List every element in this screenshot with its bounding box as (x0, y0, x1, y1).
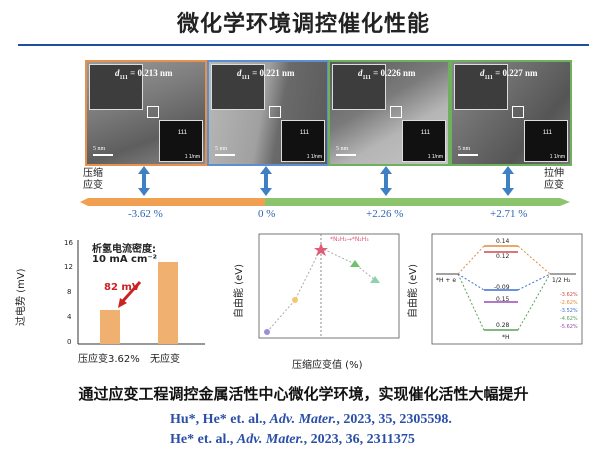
tem-panel-1: d111 = 0.213 nm 111 1 1/nm 5 nm (85, 60, 207, 166)
level-label-4: 0.15 (496, 296, 510, 303)
compressive-strain-label: 压缩 应变 (83, 168, 103, 191)
tem-panel-2: d111 = 0.221 nm 111 1 1/nm 5 nm (207, 60, 329, 166)
point-5 (370, 276, 380, 283)
fft-pattern (402, 120, 446, 162)
scatter-ylabel: 自由能 (eV) (234, 264, 245, 318)
arrow-4 (502, 166, 514, 196)
fft-scale-label: 1 1/nm (549, 154, 565, 160)
level-label-5: 0.28 (496, 322, 510, 329)
fft-index-label: 111 (542, 130, 552, 136)
tensile-bar (265, 198, 570, 206)
diagram-ylabel: 自由能 (eV) (408, 264, 419, 318)
title-divider (18, 44, 589, 46)
bar-chart-ylabel: 过电势 (mV) (16, 268, 27, 326)
tensile-strain-label: 拉伸 应变 (544, 168, 564, 191)
level-label-1: 0.14 (496, 238, 510, 245)
point-3 (314, 243, 328, 256)
strain-value-1: -3.62 % (128, 208, 163, 220)
point-2 (292, 297, 298, 303)
lattice-spacing-label: d111 = 0.221 nm (237, 68, 295, 81)
scale-bar (215, 154, 235, 156)
selection-box (390, 106, 402, 118)
tem-inset-image (454, 64, 508, 110)
scatter-legend: *N₂H₂→*N₂H₃ (330, 236, 369, 243)
ytick-4: 4 (67, 313, 72, 321)
fft-scale-label: 1 1/nm (184, 154, 200, 160)
selection-box (512, 106, 524, 118)
scale-bar (458, 154, 478, 156)
page-title: 微化学环境调控催化性能 (176, 12, 430, 37)
tem-inset-image (89, 64, 143, 110)
tem-inset-image (211, 64, 265, 110)
bar-chart-annotation-2: 10 mA cm⁻² (92, 254, 158, 265)
selection-box (269, 106, 281, 118)
ytick-8: 8 (67, 288, 72, 296)
level-label-2: 0.12 (496, 253, 510, 260)
point-4 (350, 260, 360, 267)
fft-index-label: 111 (177, 130, 187, 136)
diagram-legend-5: -5.62% (560, 324, 578, 330)
fft-pattern (159, 120, 203, 162)
diagram-legend-3: -3.52% (560, 308, 578, 314)
ytick-16: 16 (64, 239, 73, 247)
summary-text: 通过应变工程调控金属活性中心微化学环境，实现催化活性大幅提升 (78, 385, 529, 403)
overpotential-bar-chart (77, 240, 205, 345)
selection-box (147, 106, 159, 118)
bar-unstrained (158, 262, 178, 344)
scale-label: 5 nm (93, 146, 106, 152)
level-label-3: -0.09 (494, 284, 510, 291)
arrow-2 (260, 166, 272, 196)
scatter-xlabel: 压缩应变值 (%) (292, 360, 363, 371)
scale-label: 5 nm (215, 146, 228, 152)
strain-value-4: +2.71 % (490, 208, 528, 220)
ytick-12: 12 (64, 263, 73, 271)
red-value-label: 82 mV (104, 282, 140, 293)
point-1 (264, 329, 270, 335)
tem-inset-image (332, 64, 386, 110)
tem-panel-3: d111 = 0.226 nm 111 1 1/nm 5 nm (328, 60, 450, 166)
fft-scale-label: 1 1/nm (427, 154, 443, 160)
scale-bar (93, 154, 113, 156)
lattice-spacing-label: d111 = 0.226 nm (358, 68, 416, 81)
strain-value-2: 0 % (258, 208, 276, 220)
fft-index-label: 111 (299, 130, 309, 136)
reference-1: Hu*, He* et. al., Adv. Mater., 2023, 35,… (170, 412, 452, 427)
reference-2: He* et. al., Adv. Mater., 2023, 36, 2311… (170, 432, 415, 447)
compressive-bar (80, 198, 265, 206)
bar-category-2: 无应变 (150, 354, 180, 365)
arrow-3 (380, 166, 392, 196)
diagram-legend-1: -3.62% (560, 292, 578, 298)
free-energy-diagram (431, 233, 583, 345)
strain-value-3: +2.26 % (366, 208, 404, 220)
fft-pattern (281, 120, 325, 162)
red-arrow (120, 280, 142, 304)
left-level-label: *H + e (436, 277, 457, 284)
fft-scale-label: 1 1/nm (306, 154, 322, 160)
scale-label: 5 nm (458, 146, 471, 152)
bottom-level-label: *H (502, 334, 510, 341)
bar-chart-annotation-1: 析氢电流密度: (92, 244, 156, 255)
fft-index-label: 111 (420, 130, 430, 136)
lattice-spacing-label: d111 = 0.213 nm (115, 68, 173, 81)
ytick-0: 0 (67, 338, 72, 346)
strain-axis (80, 166, 570, 206)
diagram-legend-2: -2.62% (560, 300, 578, 306)
scale-label: 5 nm (336, 146, 349, 152)
fft-pattern (524, 120, 568, 162)
scale-bar (336, 154, 356, 156)
diagram-legend-4: -4.62% (560, 316, 578, 322)
bar-compressive (100, 310, 120, 344)
arrow-1 (138, 166, 150, 196)
lattice-spacing-label: d111 = 0.227 nm (480, 68, 538, 81)
right-level-label: 1/2 H₂ (552, 277, 571, 284)
tem-panel-4: d111 = 0.227 nm 111 1 1/nm 5 nm (450, 60, 572, 166)
bar-category-1: 压应变3.62% (78, 354, 140, 365)
free-energy-scatter (258, 233, 400, 339)
